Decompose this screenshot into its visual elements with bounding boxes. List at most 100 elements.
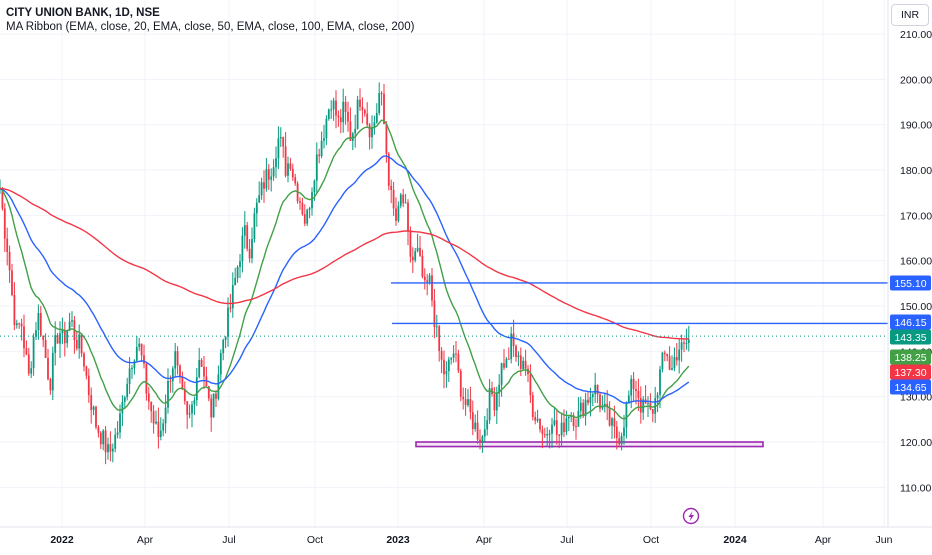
candle [498, 374, 501, 408]
candle-body [104, 430, 107, 453]
candle-body [27, 354, 30, 374]
candle [383, 84, 385, 125]
candle-body [584, 399, 587, 416]
candle [339, 108, 342, 134]
price-label-text: 146.15 [894, 317, 926, 329]
candle-body [339, 117, 342, 123]
candle [306, 208, 309, 226]
candle [457, 349, 460, 374]
candle-body [359, 99, 361, 107]
candle [243, 211, 246, 249]
candle-body [275, 158, 277, 168]
candle-body [203, 366, 205, 377]
candle-body [661, 352, 664, 370]
candle-body [123, 397, 126, 402]
candle-body [366, 113, 369, 125]
candle-body [181, 377, 184, 389]
candle-body [409, 231, 412, 257]
candle-body [620, 435, 623, 445]
candle-body [150, 401, 153, 412]
candle-body [599, 394, 601, 409]
candle-body [685, 343, 688, 345]
candle-body [421, 255, 424, 277]
candle [13, 282, 16, 331]
price-label: 155.10 [890, 275, 931, 291]
candle [128, 357, 131, 394]
price-axis [888, 0, 932, 550]
candle-body [467, 399, 469, 406]
candle-body [543, 434, 546, 436]
candle-body [335, 100, 337, 116]
price-label-bg [890, 379, 931, 395]
candle [18, 322, 21, 329]
candle-body [135, 346, 138, 361]
candle [503, 349, 505, 371]
candle [107, 437, 109, 460]
candle [263, 170, 265, 203]
x-tick-label: Jun [876, 534, 893, 546]
candle-body [529, 374, 532, 396]
candle-body [39, 313, 42, 336]
candle-body [176, 351, 179, 366]
candle-body [174, 351, 177, 369]
candle [54, 321, 57, 366]
candle-body [224, 336, 227, 340]
candle-body [486, 420, 489, 430]
candle-body [289, 163, 292, 169]
currency-button[interactable]: INR [891, 4, 929, 26]
candle-body [25, 348, 28, 355]
x-tick-label: Oct [643, 534, 659, 546]
candle-body [306, 209, 309, 224]
candle-body [30, 368, 33, 374]
candle-body [419, 247, 421, 256]
lightning-icon[interactable] [682, 507, 700, 525]
candle [200, 358, 203, 368]
candle-body [431, 275, 433, 301]
candle [342, 88, 345, 133]
candle-body [263, 182, 265, 189]
candle-body [423, 276, 426, 281]
candle [301, 197, 304, 216]
symbol-title[interactable]: CITY UNION BANK, 1D, NSE [6, 7, 160, 19]
candle [15, 319, 18, 329]
x-tick-label: Apr [137, 534, 154, 546]
candle-body [603, 403, 606, 406]
candle [361, 97, 364, 124]
candle [443, 350, 445, 389]
candle [111, 443, 114, 463]
candle-body [678, 349, 681, 361]
candle [104, 426, 107, 465]
candle [167, 368, 169, 414]
candle [73, 315, 76, 354]
candle-body [92, 406, 95, 410]
candle-body [253, 213, 256, 240]
candle [551, 417, 553, 448]
candle-body [414, 251, 417, 261]
candle-body [11, 270, 13, 296]
candle [435, 314, 438, 338]
candle-body [44, 340, 47, 358]
chart-legend: CITY UNION BANK, 1D, NSE MA Ribbon (EMA,… [6, 6, 414, 34]
candle-body [145, 363, 148, 394]
candle [131, 364, 133, 379]
candle-body [507, 358, 510, 360]
indicator-label[interactable]: MA Ribbon (EMA, close, 20, EMA, close, 5… [6, 21, 415, 33]
candle [464, 387, 467, 416]
candle [289, 157, 292, 172]
candle-body [56, 335, 59, 344]
candle [678, 339, 681, 374]
price-label-text: 155.10 [894, 278, 926, 290]
candle-body [476, 422, 479, 440]
candle [135, 336, 138, 362]
price-label-bg [890, 364, 931, 380]
candle [531, 391, 534, 421]
candle-body [313, 180, 316, 193]
candle [20, 318, 23, 341]
candle-body [243, 225, 246, 236]
candle-body [426, 280, 429, 282]
candle [68, 312, 71, 331]
candle-body [315, 154, 318, 181]
candle [140, 343, 143, 362]
